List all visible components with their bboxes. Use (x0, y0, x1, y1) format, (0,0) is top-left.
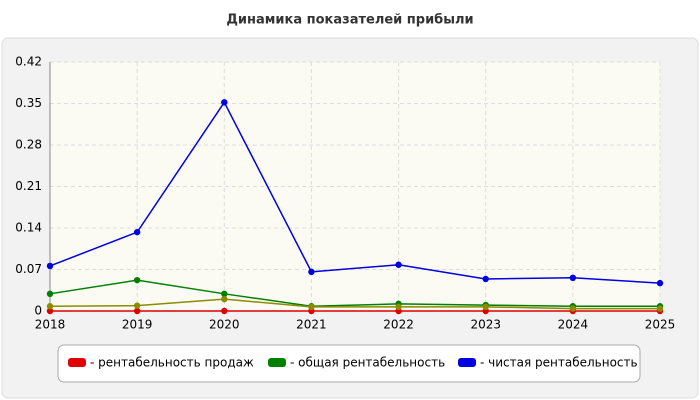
series-line (49, 279, 660, 308)
point (221, 295, 228, 303)
x-tick-label: 2022 (383, 318, 414, 332)
x-tick-label: 2018 (35, 318, 66, 332)
legend-swatch (68, 358, 86, 367)
point (308, 303, 315, 311)
legend-label: - чистая рентабельность (480, 356, 638, 370)
point (482, 275, 489, 283)
y-tick-label: 0.07 (15, 262, 42, 276)
y-tick-label: 0.28 (15, 138, 42, 152)
point (221, 307, 228, 315)
x-tick-label: 2019 (122, 318, 153, 332)
chart-title: Динамика показателей прибыли (226, 13, 473, 28)
point (569, 305, 577, 312)
legend-swatch (458, 358, 476, 367)
legend-label: - рентабельность продаж (90, 356, 254, 370)
y-tick-label: 0.14 (15, 221, 42, 235)
point (395, 303, 402, 311)
legend (57, 344, 641, 383)
y-tick-label: 0.42 (15, 55, 42, 69)
point (656, 279, 664, 287)
legend-label: - общая рентабельность (290, 356, 445, 370)
point (46, 290, 54, 298)
y-tick-label: 0.21 (15, 179, 42, 193)
point (308, 268, 315, 276)
point (482, 303, 489, 311)
x-tick-label: 2023 (470, 318, 501, 332)
point (46, 307, 54, 315)
legend-swatch (268, 358, 286, 367)
point (46, 262, 54, 270)
point (133, 228, 141, 236)
x-tick-label: 2021 (296, 318, 327, 332)
point (133, 302, 141, 309)
point (46, 303, 54, 310)
point (569, 274, 577, 281)
series-line (49, 298, 660, 310)
point (656, 305, 664, 312)
y-tick-label: 0 (34, 304, 42, 318)
point (133, 307, 141, 315)
point (395, 261, 402, 268)
x-tick-label: 2024 (558, 318, 589, 332)
x-tick-label: 2020 (209, 318, 240, 332)
point (133, 276, 141, 284)
point (221, 290, 228, 298)
point (221, 99, 228, 106)
x-tick-label: 2025 (645, 318, 676, 332)
series-line (49, 100, 661, 284)
y-tick-label: 0.35 (15, 96, 42, 110)
